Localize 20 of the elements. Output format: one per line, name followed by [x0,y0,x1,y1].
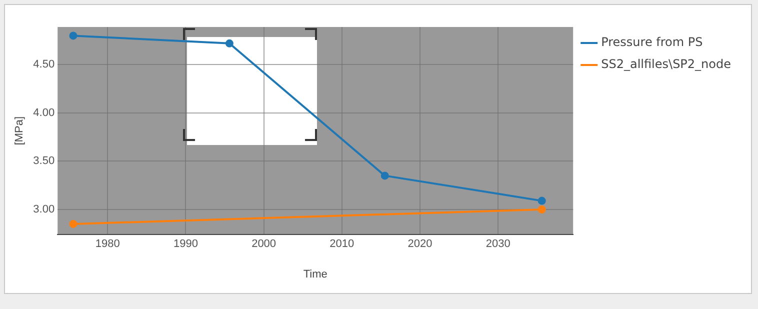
x-tick-label: 2020 [408,238,432,250]
x-tick-label: 2000 [252,238,276,250]
x-tick-label: 2030 [486,238,510,250]
x-axis-title: Time [303,268,328,280]
legend-label: SS2_allfiles\SP2_node [601,57,732,72]
y-tick-label: 3.50 [33,155,55,168]
x-tick-label: 2010 [330,238,354,250]
point [225,39,234,48]
point [538,196,546,205]
x-tick-label: 1980 [95,238,120,250]
y-axis-title: [MPa] [14,116,26,146]
x-tick-label: 1990 [173,238,198,250]
point [69,32,78,40]
point [69,220,78,228]
y-tick-label: 4.50 [33,58,55,71]
point [380,172,389,180]
legend-label: Pressure from PS [601,35,703,50]
y-tick-label: 3.00 [33,204,55,216]
point [538,205,546,214]
y-tick-label: 4.00 [33,106,55,119]
